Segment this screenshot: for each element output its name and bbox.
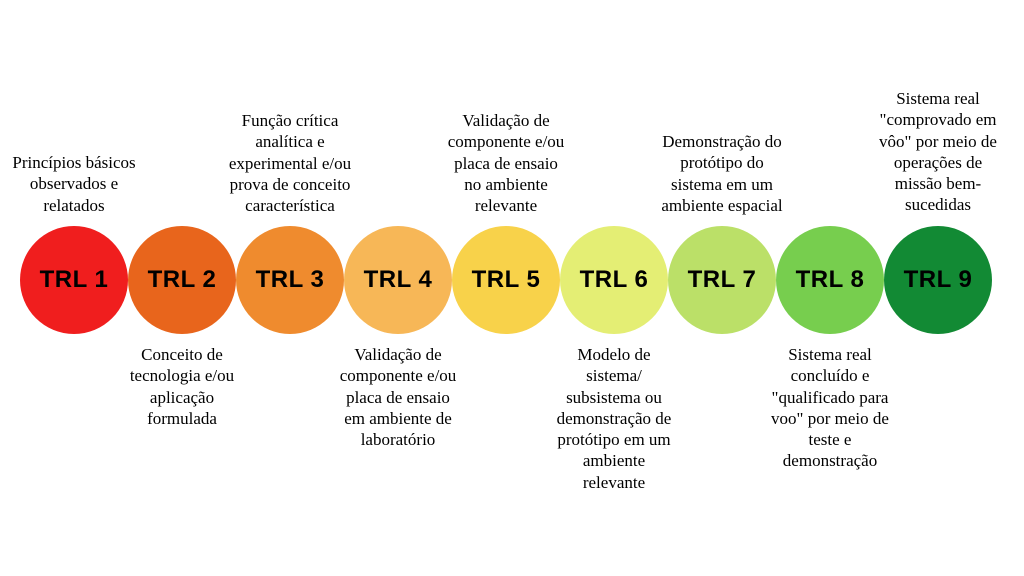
trl-circle-8: TRL 8 xyxy=(776,226,884,334)
trl-circle-5: TRL 5 xyxy=(452,226,560,334)
trl-circle-label: TRL 4 xyxy=(364,266,433,294)
trl-circle-2: TRL 2 xyxy=(128,226,236,334)
trl-description-4: Validação de componente e/ou placa de en… xyxy=(336,344,461,450)
trl-circle-3: TRL 3 xyxy=(236,226,344,334)
trl-description-6: Modelo de sistema/ subsistema ou demonst… xyxy=(552,344,677,493)
trl-circle-9: TRL 9 xyxy=(884,226,992,334)
trl-circle-label: TRL 2 xyxy=(148,266,217,294)
trl-description-5: Validação de componente e/ou placa de en… xyxy=(444,110,569,216)
trl-description-2: Conceito de tecnologia e/ou aplicação fo… xyxy=(120,344,245,429)
trl-diagram: TRL 1 Princípios básicos observados e rel… xyxy=(0,0,1024,576)
trl-description-8: Sistema real concluído e "qualificado pa… xyxy=(768,344,893,472)
trl-circle-label: TRL 9 xyxy=(904,266,973,294)
trl-circle-6: TRL 6 xyxy=(560,226,668,334)
trl-circle-7: TRL 7 xyxy=(668,226,776,334)
trl-circle-label: TRL 1 xyxy=(40,266,109,294)
trl-circle-label: TRL 3 xyxy=(256,266,325,294)
trl-description-3: Função crítica analítica e experimental … xyxy=(228,110,353,216)
trl-circle-label: TRL 8 xyxy=(796,266,865,294)
trl-circle-label: TRL 7 xyxy=(688,266,757,294)
trl-circle-label: TRL 5 xyxy=(472,266,541,294)
trl-description-1: Princípios básicos observados e relatado… xyxy=(12,152,137,216)
trl-circle-label: TRL 6 xyxy=(580,266,649,294)
trl-description-7: Demonstração do protótipo do sistema em … xyxy=(660,131,785,216)
trl-circle-4: TRL 4 xyxy=(344,226,452,334)
trl-description-9: Sistema real "comprovado em vôo" por mei… xyxy=(876,88,1001,216)
trl-circle-1: TRL 1 xyxy=(20,226,128,334)
